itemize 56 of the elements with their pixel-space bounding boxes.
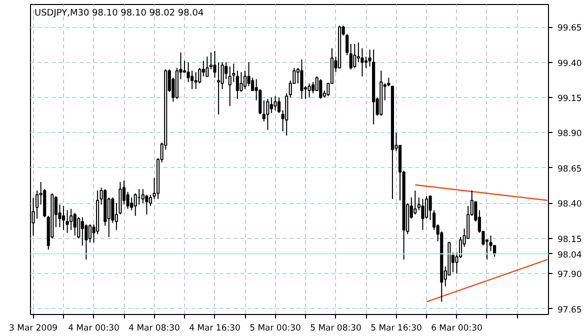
candlestick [243, 70, 247, 90]
x-tick-label: 3 Mar 2009 [9, 324, 58, 334]
candlestick [88, 224, 92, 244]
candlestick [240, 72, 243, 92]
candlestick [148, 194, 152, 206]
y-tick-label: 98.90 [558, 129, 582, 140]
candlestick [364, 56, 368, 68]
candlestick [278, 97, 281, 114]
candlestick [224, 62, 228, 80]
x-tick-label: 4 Mar 00:30 [68, 324, 120, 334]
x-tick-label: 5 Mar 16:30 [370, 324, 422, 334]
candlestick [236, 70, 239, 100]
candlestick [126, 191, 130, 210]
chart-title: USDJPY,M30 98.10 98.10 98.02 98.04 [34, 8, 204, 18]
candlestick [217, 62, 220, 115]
candlestick [194, 72, 198, 90]
candlestick [346, 34, 349, 56]
ref-line-label: 98.04 [558, 250, 582, 260]
candlestick [206, 56, 209, 77]
x-tick-label: 4 Mar 16:30 [189, 324, 240, 334]
x-tick-label: 5 Mar 00:30 [250, 324, 301, 334]
candlestick [270, 97, 274, 114]
candlestick [274, 96, 277, 111]
candlestick [353, 43, 356, 68]
candlestick [300, 58, 304, 100]
y-tick-label: 98.15 [558, 234, 582, 245]
candlestick [62, 206, 66, 230]
y-tick-label: 99.15 [558, 94, 582, 104]
x-tick-label: 6 Mar 00:30 [431, 324, 482, 334]
candlestick [319, 78, 322, 100]
candlestick [209, 52, 213, 70]
candlestick [312, 82, 315, 94]
candlestick [421, 198, 424, 230]
candlestick [66, 210, 69, 234]
candlestick [458, 236, 462, 259]
candlestick [247, 62, 250, 87]
y-tick-label: 99.40 [558, 58, 582, 69]
y-tick-label: 99.65 [558, 24, 582, 34]
y-tick-label: 97.90 [558, 270, 582, 280]
candlestick [77, 216, 80, 239]
candlestick [266, 98, 270, 130]
y-tick-label: 98.65 [558, 164, 582, 174]
candlestick [424, 196, 428, 220]
candlestick [349, 43, 352, 70]
candlestick [308, 82, 311, 98]
candlestick [70, 208, 73, 230]
candlestick [73, 212, 76, 236]
y-tick-label: 97.65 [558, 305, 582, 316]
x-tick-label: 4 Mar 08:30 [128, 324, 180, 334]
candlestick [285, 92, 288, 136]
candlestick [220, 62, 224, 90]
candlestick [134, 192, 137, 216]
candlestick [414, 190, 417, 215]
x-tick-label: 5 Mar 08:30 [310, 324, 362, 334]
y-tick-label: 98.40 [558, 200, 582, 210]
candlestick [228, 66, 232, 106]
